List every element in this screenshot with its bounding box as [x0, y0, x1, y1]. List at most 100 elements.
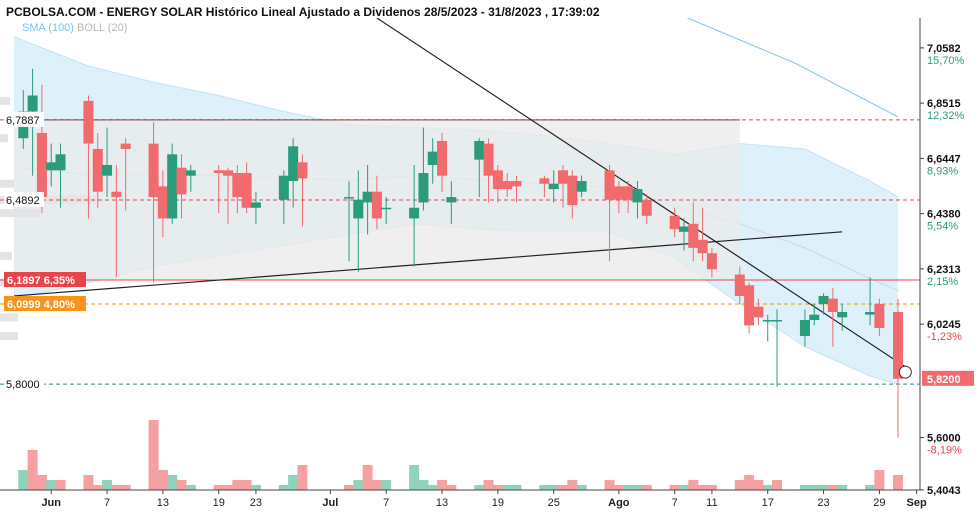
volume-bar [148, 420, 159, 490]
candle-body [36, 132, 47, 198]
candle-body [492, 170, 503, 190]
volume-bar [706, 485, 717, 490]
candle-body [567, 175, 578, 206]
volume-bar [167, 475, 178, 490]
candle-body [483, 143, 494, 176]
volume-bar [818, 485, 829, 490]
candle-body [213, 170, 224, 174]
volume-bar [297, 465, 308, 490]
candle-body [539, 178, 550, 184]
candle-body [558, 170, 569, 184]
last-price-bg [922, 370, 974, 386]
y-tick-pct: 12,32% [927, 110, 965, 122]
volume-bar [278, 485, 289, 490]
y-tick-pct: -1,23% [927, 331, 962, 343]
candle-body [678, 226, 689, 232]
volume-profile-bar [0, 332, 18, 341]
candle-body [223, 170, 234, 176]
volume-bar [697, 485, 708, 490]
volume-bar [809, 485, 820, 490]
volume-bar [678, 485, 689, 490]
volume-bar [548, 485, 559, 490]
candle-body [353, 199, 364, 219]
candle-body [381, 207, 392, 210]
volume-bar [576, 485, 587, 490]
candle-body [548, 183, 559, 190]
candle-body [874, 303, 885, 329]
sma-line [686, 18, 899, 118]
candle-body [427, 151, 438, 165]
candle-body [55, 154, 66, 171]
candle-body [176, 167, 187, 195]
volume-bar [827, 485, 838, 490]
volume-bar [483, 480, 494, 490]
volume-bar [511, 485, 522, 490]
volume-bar [446, 485, 457, 490]
volume-bar [46, 480, 57, 490]
volume-bar [492, 485, 503, 490]
volume-bar [288, 475, 299, 490]
volume-bar [753, 480, 764, 490]
volume-bar [893, 475, 903, 490]
volume-bar [120, 485, 131, 490]
candle-body [297, 162, 308, 179]
volume-bar [185, 485, 196, 490]
volume-bar [92, 485, 103, 490]
candle-body [167, 154, 178, 219]
volume-bar [567, 480, 578, 490]
candle-body [613, 186, 624, 200]
volume-bar [343, 485, 354, 490]
level-label: 6,1897 6,35% [7, 275, 75, 287]
volume-bar [176, 480, 187, 490]
candle-body [288, 146, 299, 182]
y-tick-label: 5,4043 [927, 485, 961, 497]
candle-body [232, 173, 243, 198]
boll-legend: BOLL (20) [77, 22, 128, 34]
volume-bar [539, 485, 550, 490]
y-tick-pct: 5,54% [927, 221, 958, 233]
volume-bar [27, 450, 38, 490]
candle-body [818, 295, 829, 304]
x-tick-label: 7 [104, 497, 110, 509]
candle-body [92, 148, 103, 192]
volume-bar [474, 485, 485, 490]
candle-body [623, 186, 634, 200]
candle-body [734, 274, 745, 296]
volume-profile-bar [0, 195, 96, 204]
x-tick-label: 11 [706, 497, 717, 509]
volume-bar [55, 480, 66, 490]
candle-body [437, 140, 448, 176]
volume-bar [18, 470, 29, 490]
candle-body [362, 191, 373, 203]
volume-bar [418, 480, 429, 490]
y-tick-pct: 8,93% [927, 165, 958, 177]
y-tick-pct: 15,70% [927, 55, 965, 67]
y-tick-label: 5,6000 [927, 433, 961, 445]
volume-bar [762, 485, 773, 490]
level-label-bg [4, 296, 86, 312]
candle-body [148, 143, 159, 198]
volume-bar [36, 475, 47, 490]
volume-bar [241, 480, 252, 490]
candle-body [753, 306, 764, 318]
candle-body [809, 314, 820, 321]
level-label-bg [4, 111, 44, 127]
volume-bar [223, 485, 234, 490]
candle-body [46, 162, 57, 171]
level-label: 5,8000 [6, 379, 40, 391]
level-label-bg [4, 191, 44, 207]
level-label: 6,0999 4,80% [7, 299, 75, 311]
plot-layer [0, 18, 920, 490]
level-label: 6,4892 [6, 195, 40, 207]
volume-profile-bar [0, 179, 14, 188]
candle-body [343, 197, 354, 199]
volume-bar [874, 470, 885, 490]
candle-body [772, 320, 783, 322]
volume-bar [837, 485, 848, 490]
x-tick-label: 25 [548, 497, 560, 509]
x-tick-label: Sep [907, 497, 927, 509]
volume-bar [250, 485, 261, 490]
volume-bar [604, 480, 615, 490]
y-tick-label: 6,6447 [927, 153, 961, 165]
